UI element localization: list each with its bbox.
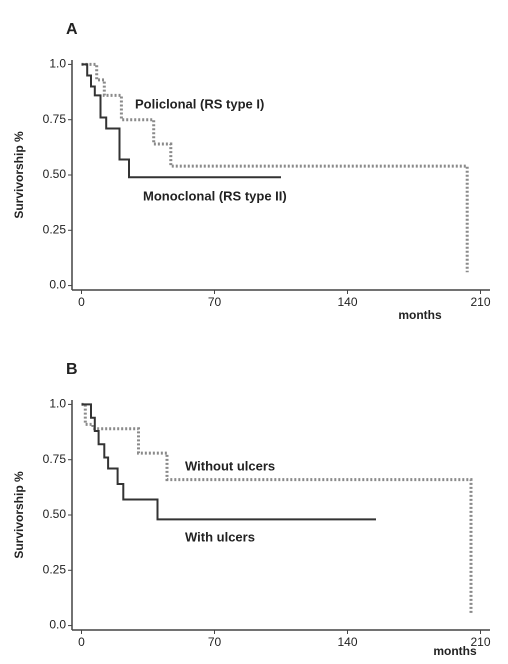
x-tick-label: 0 bbox=[78, 635, 85, 649]
x-tick-label: 210 bbox=[470, 635, 490, 649]
x-tick-label: 70 bbox=[208, 635, 222, 649]
x-tick-label: 70 bbox=[208, 295, 222, 309]
x-tick-label: 210 bbox=[470, 295, 490, 309]
survival-curve bbox=[81, 403, 376, 521]
panel-label: B bbox=[66, 361, 78, 378]
series-label: Policlonal (RS type I) bbox=[135, 96, 264, 111]
x-axis-label: months bbox=[398, 308, 442, 322]
y-tick-label: 0.50 bbox=[43, 507, 67, 521]
panel-label: A bbox=[66, 21, 78, 38]
x-tick-label: 140 bbox=[337, 635, 357, 649]
x-tick-label: 140 bbox=[337, 295, 357, 309]
x-axis-label: months bbox=[433, 644, 477, 658]
y-tick-label: 0.75 bbox=[43, 452, 67, 466]
y-tick-label: 1.0 bbox=[49, 397, 66, 411]
series-label: Without ulcers bbox=[185, 458, 275, 473]
series-label: Monoclonal (RS type II) bbox=[143, 188, 287, 203]
y-tick-label: 0.25 bbox=[43, 222, 67, 236]
y-tick-label: 0.25 bbox=[43, 562, 67, 576]
y-axis-label: Survivorship % bbox=[12, 471, 26, 559]
y-tick-label: 0.0 bbox=[49, 278, 66, 292]
survival-curve bbox=[81, 63, 281, 179]
y-axis-label: Survivorship % bbox=[12, 131, 26, 219]
y-tick-label: 0.50 bbox=[43, 167, 67, 181]
series-label: With ulcers bbox=[185, 529, 255, 544]
x-tick-label: 0 bbox=[78, 295, 85, 309]
y-tick-label: 0.75 bbox=[43, 112, 67, 126]
y-tick-label: 0.0 bbox=[49, 618, 66, 632]
survival-curve bbox=[81, 402, 473, 615]
y-tick-label: 1.0 bbox=[49, 57, 66, 71]
